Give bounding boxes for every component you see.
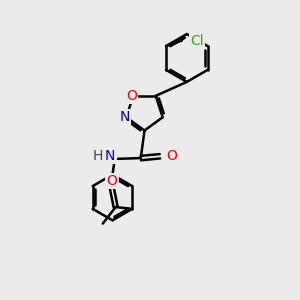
Text: O: O [126,89,137,103]
Text: N: N [119,110,130,124]
Text: N: N [105,149,115,163]
Text: Cl: Cl [190,34,204,47]
Text: O: O [106,174,117,188]
Text: O: O [167,149,177,163]
Text: H: H [92,149,103,163]
